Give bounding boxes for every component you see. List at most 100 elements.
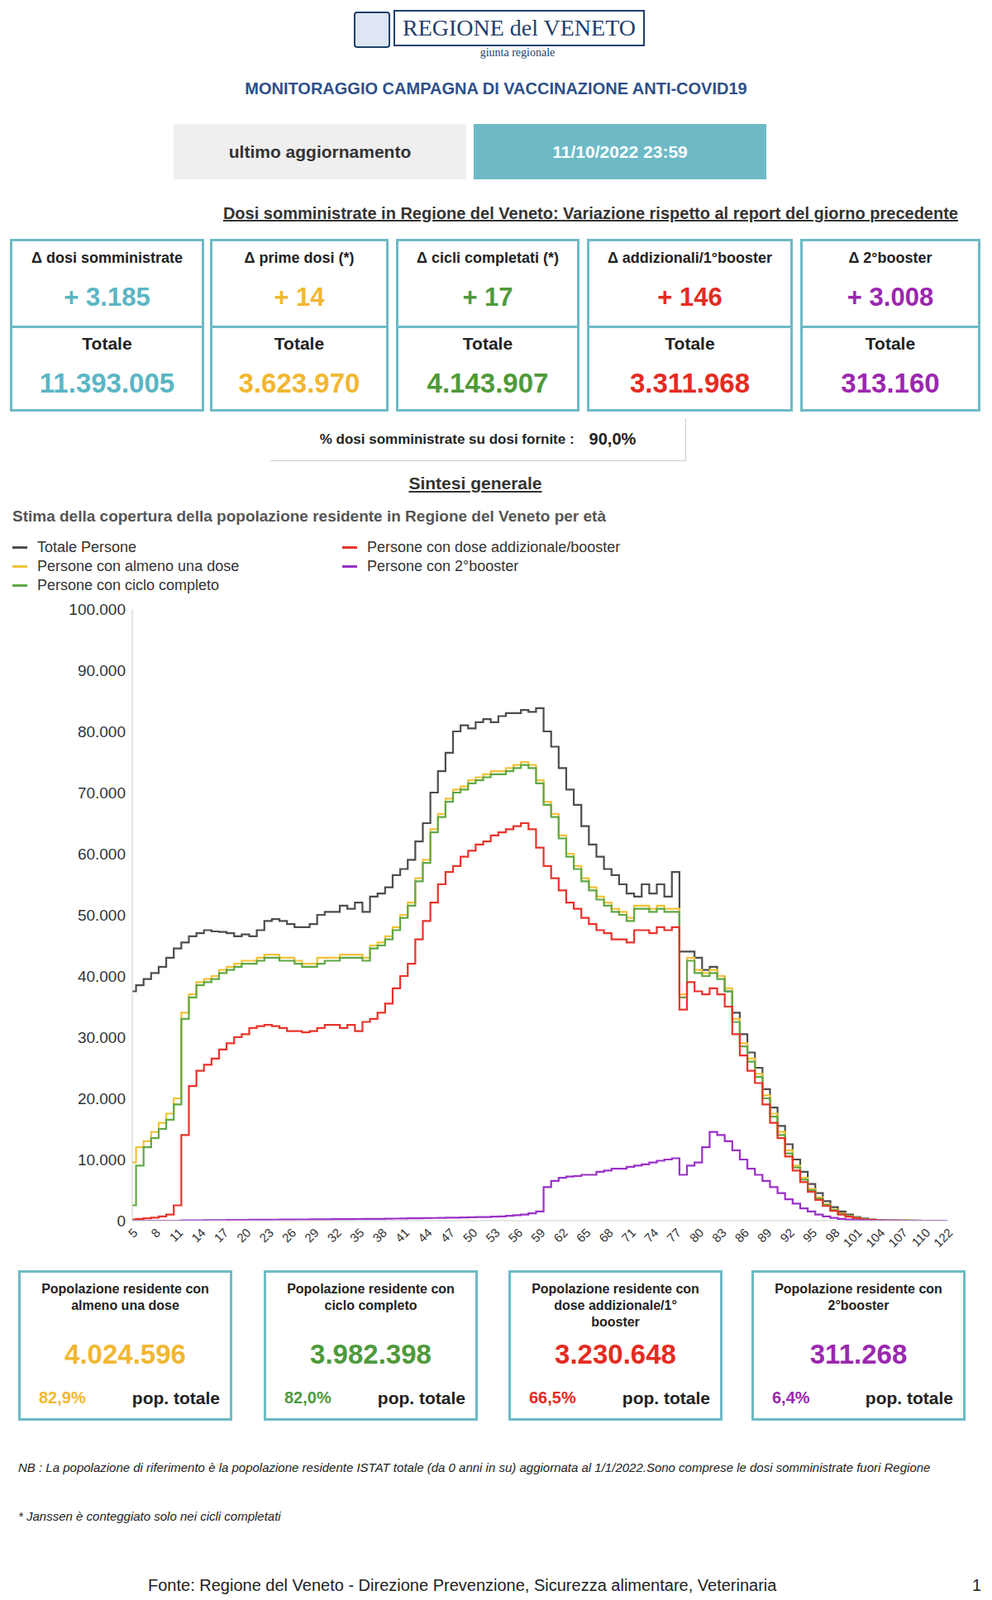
- html-text:6,4%: 6,4%: [772, 1388, 810, 1407]
- svg-text:77: 77: [663, 1225, 684, 1246]
- svg-text:44: 44: [414, 1225, 435, 1246]
- html-text:313.160: 313.160: [840, 367, 940, 399]
- html-text:+ 146: + 146: [657, 282, 723, 312]
- svg-text:47: 47: [437, 1225, 458, 1246]
- html-text:Popolazione residente con alme: Popolazione residente con almeno una dos…: [41, 1282, 209, 1313]
- html-text:+ 17: + 17: [462, 282, 514, 312]
- html-text:Popolazione residente con 2°bo: Popolazione residente con 2°booster: [774, 1282, 943, 1313]
- svg-text:20.000: 20.000: [77, 1090, 126, 1108]
- svg-text:92: 92: [777, 1225, 797, 1246]
- svg-text:50.000: 50.000: [77, 906, 126, 925]
- html-text:REGIONE del VENETO: REGIONE del VENETO: [402, 14, 636, 41]
- svg-text:32: 32: [324, 1225, 344, 1246]
- svg-text:11: 11: [166, 1225, 186, 1245]
- svg-text:20: 20: [233, 1225, 254, 1246]
- html-text:Sintesi generale: Sintesi generale: [408, 473, 542, 493]
- svg-text:83: 83: [709, 1225, 730, 1246]
- html-text:4.024.596: 4.024.596: [64, 1339, 186, 1370]
- svg-text:62: 62: [550, 1225, 571, 1246]
- html-text:3.311.968: 3.311.968: [629, 367, 750, 399]
- html-text:NB : La popolazione di riferim: NB : La popolazione di riferimento è la …: [18, 1460, 931, 1475]
- html-text:pop. totale: pop. totale: [865, 1388, 954, 1408]
- html-text:Persone con 2°booster: Persone con 2°booster: [367, 558, 519, 575]
- html-text:11.393.005: 11.393.005: [39, 367, 175, 399]
- svg-text:29: 29: [301, 1225, 322, 1246]
- svg-text:90.000: 90.000: [77, 662, 126, 680]
- html-text:Totale: Totale: [82, 333, 132, 353]
- html-text:311.268: 311.268: [809, 1339, 908, 1370]
- html-text:Totale: Totale: [274, 333, 325, 353]
- svg-text:23: 23: [256, 1225, 277, 1246]
- html-text:Totale: Totale: [462, 333, 513, 353]
- html-text:3.230.648: 3.230.648: [554, 1339, 677, 1370]
- svg-text:26: 26: [279, 1225, 300, 1246]
- html-text:Stima della copertura della po: Stima della copertura della popolazione …: [12, 507, 606, 525]
- svg-text:50: 50: [460, 1225, 481, 1246]
- html-text:Totale: Totale: [865, 333, 916, 353]
- html-text:4.143.907: 4.143.907: [427, 367, 549, 399]
- svg-text:30.000: 30.000: [77, 1029, 126, 1047]
- svg-text:70.000: 70.000: [77, 784, 126, 802]
- html-text:Persone con ciclo completo: Persone con ciclo completo: [37, 577, 220, 594]
- html-text:Δ addizionali/1°booster: Δ addizionali/1°booster: [607, 249, 773, 267]
- html-text:82,9%: 82,9%: [38, 1388, 86, 1407]
- svg-text:100.000: 100.000: [68, 600, 126, 619]
- html-text:11/10/2022 23:59: 11/10/2022 23:59: [552, 141, 688, 161]
- svg-text:0: 0: [116, 1212, 126, 1231]
- svg-text:98: 98: [822, 1225, 843, 1246]
- html-text:ultimo aggiornamento: ultimo aggiornamento: [228, 141, 412, 161]
- html-text:66,5%: 66,5%: [529, 1388, 576, 1407]
- svg-text:101: 101: [839, 1225, 865, 1251]
- svg-text:80: 80: [686, 1225, 707, 1246]
- html-text:90,0%: 90,0%: [589, 429, 636, 449]
- html-text:Δ prime dosi (*): Δ prime dosi (*): [244, 249, 355, 267]
- html-text:MONITORAGGIO CAMPAGNA DI VACCI: MONITORAGGIO CAMPAGNA DI VACCINAZIONE AN…: [244, 79, 748, 98]
- html-text:3.623.970: 3.623.970: [238, 367, 360, 399]
- svg-text:74: 74: [641, 1225, 662, 1246]
- html-text:pop. totale: pop. totale: [132, 1388, 220, 1408]
- html-text:Δ dosi somministrate: Δ dosi somministrate: [31, 249, 183, 267]
- html-text:Fonte: Regione del Veneto - Di: Fonte: Regione del Veneto - Direzione Pr…: [147, 1576, 777, 1595]
- html-text:+ 14: + 14: [273, 282, 325, 312]
- html-text:Totale: Totale: [664, 333, 715, 353]
- svg-text:38: 38: [369, 1225, 390, 1246]
- html-text:3.982.398: 3.982.398: [310, 1339, 432, 1370]
- html-text:Δ 2°booster: Δ 2°booster: [848, 249, 933, 267]
- svg-text:35: 35: [347, 1225, 368, 1246]
- svg-text:8: 8: [147, 1225, 163, 1241]
- svg-text:60.000: 60.000: [77, 845, 126, 864]
- svg-text:80.000: 80.000: [77, 723, 126, 741]
- svg-text:17: 17: [210, 1225, 231, 1246]
- html-text:Dosi somministrate in Regione: Dosi somministrate in Regione del Veneto…: [223, 204, 959, 223]
- html-text:% dosi somministrate su dosi f: % dosi somministrate su dosi fornite :: [319, 431, 575, 447]
- html-text:+ 3.185: + 3.185: [63, 282, 151, 312]
- svg-text:68: 68: [596, 1225, 616, 1246]
- html-text:pop. totale: pop. totale: [377, 1388, 466, 1408]
- svg-text:41: 41: [391, 1225, 412, 1246]
- svg-text:56: 56: [505, 1225, 525, 1246]
- svg-text:110: 110: [908, 1225, 933, 1250]
- html-text:+ 3.008: + 3.008: [847, 282, 934, 312]
- svg-text:53: 53: [482, 1225, 503, 1246]
- html-text:Popolazione residente con dose: Popolazione residente con dose addiziona…: [531, 1282, 700, 1330]
- svg-text:89: 89: [754, 1225, 775, 1246]
- svg-text:59: 59: [528, 1225, 549, 1246]
- html-text:pop. totale: pop. totale: [622, 1388, 711, 1408]
- html-text:Totale Persone: Totale Persone: [37, 538, 137, 556]
- svg-text:10.000: 10.000: [77, 1151, 126, 1169]
- svg-text:122: 122: [930, 1225, 956, 1251]
- svg-text:107: 107: [885, 1225, 911, 1251]
- html-text:Persone con almeno una dose: Persone con almeno una dose: [37, 558, 240, 575]
- svg-text:104: 104: [863, 1225, 888, 1251]
- svg-text:95: 95: [799, 1225, 820, 1246]
- html-text:Persone con dose addizionale/b: Persone con dose addizionale/booster: [367, 538, 621, 556]
- svg-text:5: 5: [125, 1225, 141, 1241]
- html-text:Popolazione residente con cicl: Popolazione residente con ciclo completo: [286, 1282, 455, 1313]
- svg-text:86: 86: [731, 1225, 752, 1246]
- html-text:Δ cicli completati (*): Δ cicli completati (*): [416, 249, 559, 267]
- svg-text:71: 71: [618, 1225, 639, 1246]
- svg-text:40.000: 40.000: [77, 968, 126, 986]
- svg-text:14: 14: [188, 1225, 209, 1246]
- svg-text:65: 65: [573, 1225, 594, 1246]
- html-text:82,0%: 82,0%: [284, 1388, 332, 1407]
